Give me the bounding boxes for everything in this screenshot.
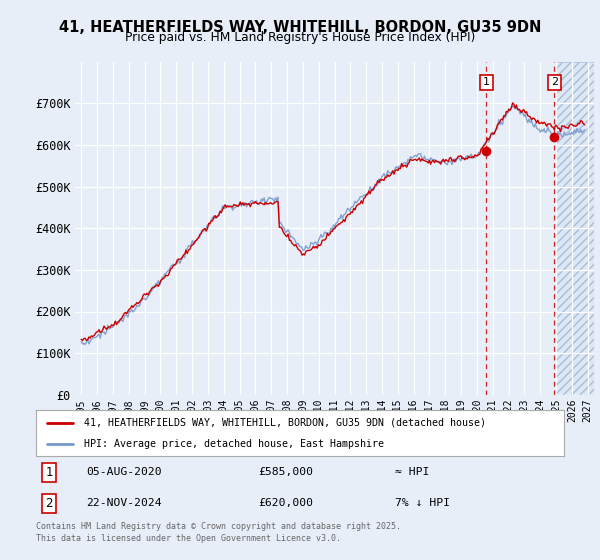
Text: 2: 2 — [551, 77, 558, 87]
Text: 2: 2 — [46, 497, 53, 510]
Text: £620,000: £620,000 — [258, 498, 313, 508]
Text: 1: 1 — [483, 77, 490, 87]
Text: HPI: Average price, detached house, East Hampshire: HPI: Average price, detached house, East… — [83, 439, 383, 449]
Text: 22-NOV-2024: 22-NOV-2024 — [86, 498, 162, 508]
Text: 41, HEATHERFIELDS WAY, WHITEHILL, BORDON, GU35 9DN (detached house): 41, HEATHERFIELDS WAY, WHITEHILL, BORDON… — [83, 418, 485, 428]
Text: Price paid vs. HM Land Registry's House Price Index (HPI): Price paid vs. HM Land Registry's House … — [125, 31, 475, 44]
Text: 7% ↓ HPI: 7% ↓ HPI — [395, 498, 450, 508]
Text: ≈ HPI: ≈ HPI — [395, 467, 430, 477]
Text: 05-AUG-2020: 05-AUG-2020 — [86, 467, 162, 477]
Bar — [556, 62, 596, 395]
Text: Contains HM Land Registry data © Crown copyright and database right 2025.
This d: Contains HM Land Registry data © Crown c… — [36, 522, 401, 543]
Text: £585,000: £585,000 — [258, 467, 313, 477]
Bar — [556, 62, 596, 395]
Text: 1: 1 — [46, 465, 53, 479]
Text: 41, HEATHERFIELDS WAY, WHITEHILL, BORDON, GU35 9DN: 41, HEATHERFIELDS WAY, WHITEHILL, BORDON… — [59, 20, 541, 35]
